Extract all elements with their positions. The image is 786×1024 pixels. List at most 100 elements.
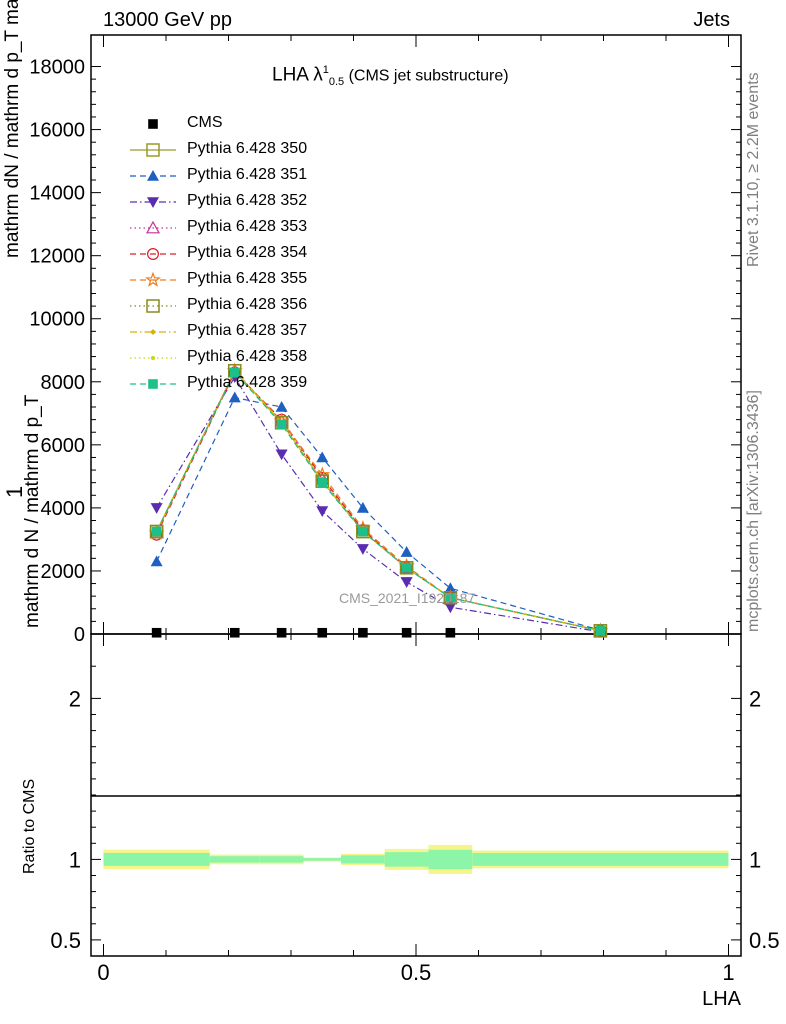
legend-markers — [130, 119, 176, 389]
data-point — [595, 626, 606, 636]
data-point — [444, 582, 457, 594]
y-tick-label: 0 — [74, 624, 85, 646]
series-cms — [151, 627, 456, 638]
legend-marker — [147, 197, 159, 208]
data-point — [317, 477, 328, 488]
data-point — [356, 524, 370, 539]
series-line — [156, 371, 601, 632]
legend-marker — [146, 143, 160, 157]
data-point — [275, 449, 288, 461]
data-point — [316, 506, 329, 518]
legend-entry-marker — [130, 356, 176, 360]
y-tick-label: 6000 — [41, 435, 86, 457]
data-point — [399, 561, 414, 575]
data-point — [151, 526, 162, 537]
ratio-band-inner — [103, 852, 210, 866]
legend-entry-marker — [130, 170, 176, 181]
legend-label: CMS — [187, 114, 223, 131]
y-tick-label: 18000 — [29, 57, 85, 79]
y-tick-label: 14000 — [29, 183, 85, 205]
legend-entry-marker — [130, 271, 176, 287]
legend-label: Pythia 6.428 358 — [187, 348, 308, 365]
plot-title-sup: 1 — [322, 64, 329, 76]
x-tick-label: 1 — [722, 960, 734, 985]
data-point — [150, 503, 163, 514]
ratio-tick-label-right: 2 — [749, 686, 761, 711]
data-point — [358, 627, 368, 638]
y-axis-label-lower: mathrm d N / mathrm d p_T — [22, 394, 43, 628]
ratio-band-inner — [259, 856, 304, 863]
plot-title-suffix: (CMS jet substructure) — [344, 67, 509, 85]
y-axis-label-upper: mathrm dN / mathrm d p_T mathrm d lambda — [2, 0, 23, 258]
data-point — [401, 627, 412, 638]
series-layer — [148, 362, 609, 638]
header-analysis-label: Jets — [693, 9, 730, 31]
legend-label: Pythia 6.428 355 — [187, 270, 308, 287]
data-point — [444, 602, 457, 614]
ratio-tick-label-right: 0.5 — [749, 928, 780, 953]
legend-label: Pythia 6.428 353 — [187, 218, 308, 235]
main-axis-ticks: 0 2000 4000 6000 8000 10000 12000 14000 16000 180… — [29, 57, 741, 646]
data-point — [400, 546, 413, 557]
legend-entry-marker — [130, 197, 176, 208]
legend-label: Pythia 6.428 357 — [187, 322, 308, 339]
series-pythia-352 — [150, 372, 607, 638]
data-point — [316, 451, 329, 463]
legend-label: Pythia 6.428 354 — [187, 244, 308, 261]
series-line — [156, 369, 601, 632]
legend-marker — [147, 170, 159, 181]
data-point — [228, 391, 241, 403]
legend-label: Pythia 6.428 352 — [187, 192, 308, 209]
y-tick-label: 2000 — [41, 561, 86, 583]
legend-entry-marker — [130, 379, 176, 389]
analysis-watermark: CMS_2021_I1920187 — [339, 590, 476, 606]
ratio-band-inner — [384, 852, 429, 867]
ratio-tick-label: 1 — [69, 847, 81, 872]
data-point — [275, 401, 288, 412]
legend-entry-marker — [130, 248, 176, 261]
plot-title-sub: 0.5 — [328, 76, 345, 89]
ratio-frame — [90, 633, 742, 957]
ratio-tick-label: 0.5 — [50, 928, 81, 953]
legend-entry-marker — [130, 329, 176, 335]
ratio-bands — [103, 844, 729, 874]
ratio-axis-label: Ratio to CMS — [21, 778, 38, 874]
ratio-band-inner — [341, 855, 385, 864]
data-point — [400, 577, 413, 588]
data-point — [314, 466, 331, 482]
header-collision-label: 13000 GeV pp — [103, 9, 232, 31]
ratio-band-inner — [209, 856, 260, 863]
data-point — [356, 544, 369, 555]
x-axis-ticks: 0 0.5 1 — [97, 35, 735, 985]
ratio-band-inner — [472, 852, 729, 866]
x-tick-label: 0.5 — [401, 960, 432, 985]
x-tick-label: 0 — [97, 960, 109, 985]
series-pythia-359 — [151, 367, 606, 636]
legend-label: Pythia 6.428 356 — [187, 296, 308, 313]
legend-marker — [150, 329, 156, 335]
legend-entry-marker — [130, 220, 176, 234]
legend-entry-marker — [148, 119, 158, 129]
data-point — [276, 627, 287, 638]
ratio-tick-label: 2 — [69, 686, 81, 711]
data-point — [229, 627, 240, 638]
x-axis-label: LHA — [702, 988, 741, 1010]
legend-label: Pythia 6.428 351 — [187, 166, 308, 183]
data-point — [151, 627, 162, 638]
legend-label: Pythia 6.428 359 — [187, 374, 308, 391]
legend-marker — [146, 299, 160, 313]
legend-label: Pythia 6.428 350 — [187, 140, 308, 157]
legend-marker — [148, 379, 158, 389]
legend-marker — [145, 220, 161, 234]
series-pythia-351 — [150, 391, 607, 636]
data-point — [358, 526, 368, 537]
data-point — [593, 624, 608, 638]
y-tick-label: 10000 — [29, 309, 85, 331]
ratio-band-inner — [303, 858, 341, 861]
data-point — [149, 524, 164, 539]
series-line — [156, 375, 601, 633]
ratio-axis-ticks: 0.5 0.5 1 1 2 2 — [50, 665, 780, 953]
y-tick-label: 12000 — [29, 246, 85, 268]
legend-marker — [145, 271, 161, 287]
mcplots-credit-label: mcplots.cern.ch [arXiv:1306.3436] — [745, 390, 762, 632]
